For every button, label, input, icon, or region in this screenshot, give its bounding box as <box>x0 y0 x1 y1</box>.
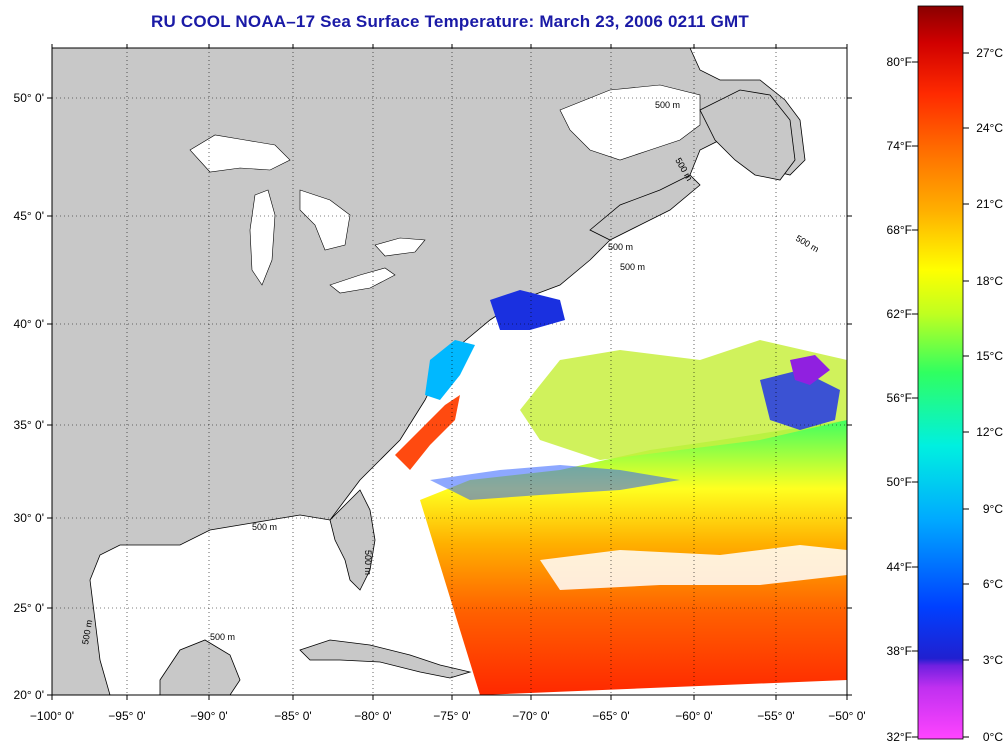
sst-gulf-stream <box>395 395 460 470</box>
lake-superior <box>189 134 291 173</box>
gulf-st-lawrence <box>559 84 701 161</box>
isobath-label: 500 m <box>210 632 235 642</box>
colorbar-celsius-label: 18°C <box>976 274 1003 288</box>
lat-label: 20° 0' <box>14 688 44 702</box>
lon-label: −85° 0' <box>274 709 311 723</box>
sst-cold-shelf <box>490 290 565 330</box>
isobath-label: 500 m <box>620 262 645 272</box>
colorbar-celsius-label: 27°C <box>976 46 1003 60</box>
isobath-label: 500 m <box>608 242 633 252</box>
colorbar-celsius-label: 0°C <box>983 730 1003 744</box>
newfoundland-land <box>699 89 796 181</box>
lon-label: −55° 0' <box>757 709 794 723</box>
colorbar-fahrenheit-label: 80°F <box>887 55 912 69</box>
colorbar-celsius-label: 24°C <box>976 121 1003 135</box>
lon-label: −100° 0' <box>30 709 74 723</box>
lon-label: −50° 0' <box>828 709 865 723</box>
lon-label: −75° 0' <box>433 709 470 723</box>
colorbar-fahrenheit-label: 50°F <box>887 475 912 489</box>
colorbar-celsius-label: 12°C <box>976 425 1003 439</box>
lon-label: −60° 0' <box>675 709 712 723</box>
lat-label: 25° 0' <box>14 601 44 615</box>
isobath-label: 500 m <box>80 619 94 645</box>
lat-label: 40° 0' <box>14 317 44 331</box>
colorbar-celsius-label: 15°C <box>976 349 1003 363</box>
colorbar-celsius-label: 3°C <box>983 653 1003 667</box>
florida-land <box>329 489 376 591</box>
colorbar-celsius-label: 6°C <box>983 577 1003 591</box>
sst-cloud-band <box>540 545 847 590</box>
lon-label: −80° 0' <box>354 709 391 723</box>
lat-label: 30° 0' <box>14 511 44 525</box>
lat-label: 45° 0' <box>14 209 44 223</box>
isobath-label: 500 m <box>363 550 373 575</box>
lon-label: −65° 0' <box>592 709 629 723</box>
axis-labels: −100° 0' −95° 0' −90° 0' −85° 0' −80° 0' −75°… <box>14 44 866 723</box>
colorbar-celsius-label: 9°C <box>983 502 1003 516</box>
colorbar-fahrenheit-label: 56°F <box>887 391 912 405</box>
sst-cold-eddy <box>760 370 840 430</box>
colorbar-fahrenheit-label: 38°F <box>887 644 912 658</box>
sst-swath <box>395 290 847 695</box>
lat-label: 50° 0' <box>14 91 44 105</box>
yucatan-land <box>159 639 241 695</box>
colorbar-fahrenheit-label: 74°F <box>887 139 912 153</box>
sst-coastal-cyan <box>425 340 475 400</box>
colorbar <box>917 5 964 740</box>
lon-label: −95° 0' <box>108 709 145 723</box>
lake-erie <box>329 267 396 294</box>
sst-midlatitude-mix <box>520 340 847 460</box>
lake-michigan <box>249 189 276 286</box>
colorbar-fahrenheit-label: 44°F <box>887 560 912 574</box>
lake-huron <box>299 189 351 251</box>
lat-label: 35° 0' <box>14 418 44 432</box>
colorbar-fahrenheit-label: 68°F <box>887 223 912 237</box>
map-frame <box>51 47 848 696</box>
colorbar-celsius-label: 21°C <box>976 197 1003 211</box>
graticule <box>52 48 847 695</box>
isobath-label: 500 m <box>655 100 680 110</box>
sst-blue-filaments <box>430 465 680 500</box>
isobath-label: 500 m <box>252 522 277 532</box>
colorbar-fahrenheit-label: 32°F <box>887 730 912 744</box>
map-title: RU COOL NOAA–17 Sea Surface Temperature:… <box>151 12 749 31</box>
lon-label: −70° 0' <box>512 709 549 723</box>
colorbar-fahrenheit-label: 62°F <box>887 307 912 321</box>
colorbar-labels: 80°F 74°F 68°F 62°F 56°F 50°F 44°F 38°F 32°F 27°C… <box>887 46 1004 744</box>
sst-purple-patch <box>790 355 830 385</box>
nova-scotia-land <box>589 174 701 241</box>
lon-label: −90° 0' <box>190 709 227 723</box>
cuba-land <box>299 639 472 679</box>
lake-ontario <box>374 237 426 257</box>
